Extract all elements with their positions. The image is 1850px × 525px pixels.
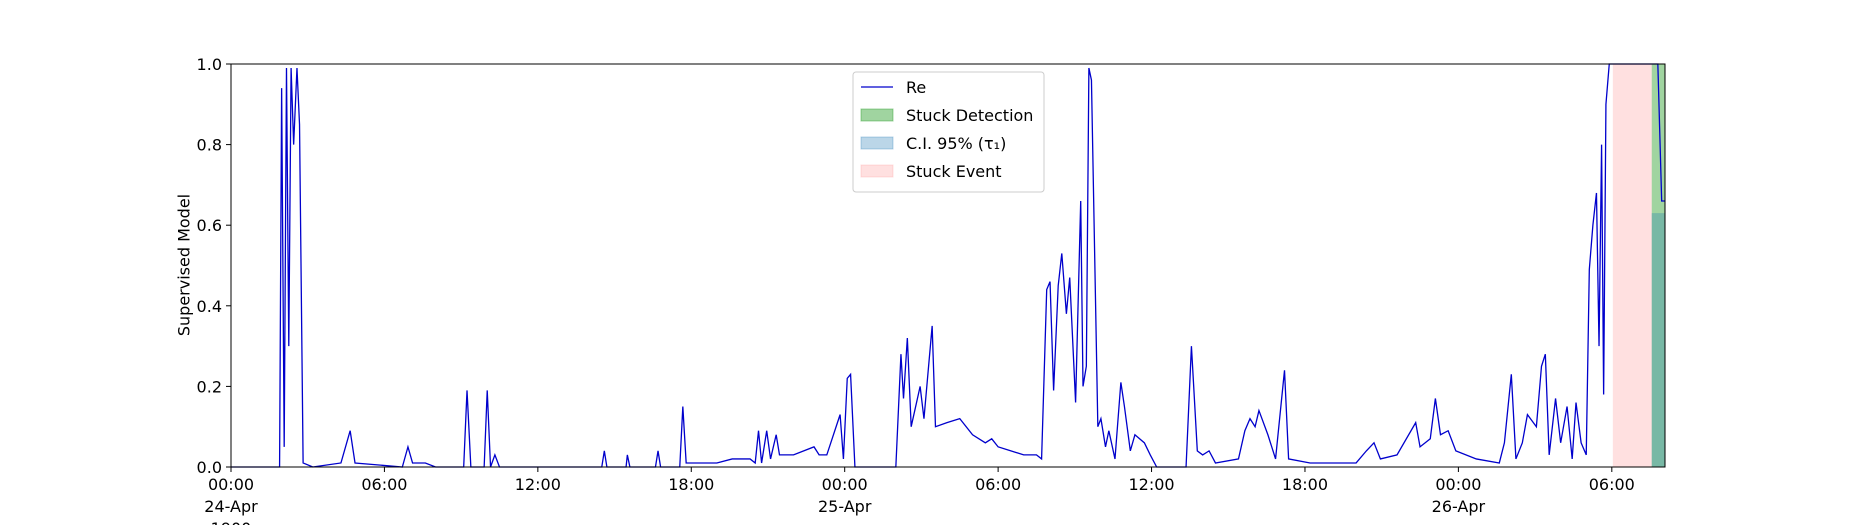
x-tick-label: 00:00 26-Apr xyxy=(1432,475,1486,516)
span-region xyxy=(1651,64,1665,467)
span-region xyxy=(1612,64,1652,467)
y-tick-label: 0.2 xyxy=(197,377,222,396)
span-region xyxy=(1651,213,1665,467)
y-tick-label: 0.8 xyxy=(197,136,222,155)
legend-label: Stuck Detection xyxy=(906,106,1033,125)
x-tick-label: 18:00 xyxy=(668,475,714,494)
x-tick-label: 12:00 xyxy=(515,475,561,494)
x-tick-label: 18:00 xyxy=(1282,475,1328,494)
legend-frame xyxy=(852,71,1045,193)
y-tick-label: 0.0 xyxy=(197,458,222,477)
y-tick-label: 1.0 xyxy=(197,55,222,74)
legend-label: Stuck Event xyxy=(906,162,1002,181)
legend-label: C.I. 95% (τ₁) xyxy=(906,134,1006,153)
x-tick-label: 06:00 xyxy=(361,475,407,494)
x-tick-label: 12:00 xyxy=(1128,475,1174,494)
legend-patch xyxy=(860,136,894,150)
legend-patch xyxy=(860,164,894,178)
x-tick-label: 06:00 xyxy=(1589,475,1635,494)
x-tick-label: 06:00 xyxy=(975,475,1021,494)
y-axis-label: Supervised Model xyxy=(175,194,194,336)
axes-frame xyxy=(230,63,1666,468)
y-tick-label: 0.4 xyxy=(197,297,222,316)
y-tick-label: 0.6 xyxy=(197,216,222,235)
legend: Re Stuck Detection C.I. 95% (τ₁) Stuck Even… xyxy=(852,71,1045,193)
legend-patch xyxy=(860,108,894,122)
x-tick-label: 00:00 25-Apr xyxy=(818,475,872,516)
legend-label: Re xyxy=(906,78,926,97)
data-line xyxy=(231,63,1665,468)
